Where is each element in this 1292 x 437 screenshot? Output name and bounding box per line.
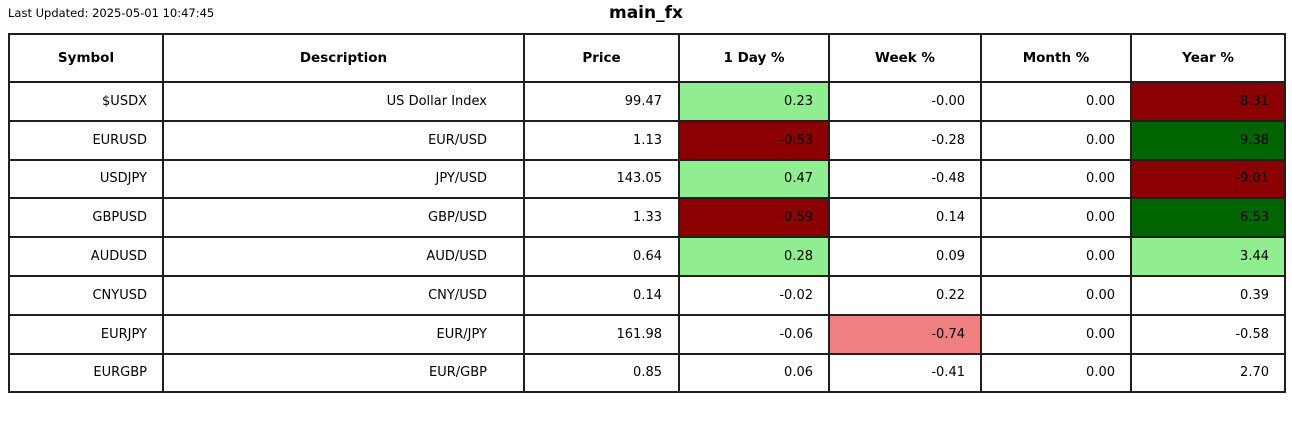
price-cell: 161.98 xyxy=(523,313,680,355)
symbol-cell: EURGBP xyxy=(8,352,164,394)
price-cell: 99.47 xyxy=(523,81,680,122)
symbol-cell: USDJPY xyxy=(8,158,164,200)
year-pct-cell: 9.38 xyxy=(1130,119,1286,161)
year-pct-cell: 0.39 xyxy=(1130,274,1286,316)
header-row: Symbol Description Price 1 Day % Week % Month… xyxy=(8,33,1286,83)
description-cell: EUR/GBP xyxy=(162,352,525,394)
page-title: main_fx xyxy=(609,3,683,23)
week-pct-cell: -0.28 xyxy=(828,119,982,161)
table-row: CNYUSD CNY/USD 0.14 -0.02 0.22 0.00 0.39 xyxy=(8,274,1286,316)
table-row: AUDUSD AUD/USD 0.64 0.28 0.09 0.00 3.44 xyxy=(8,236,1286,277)
table-row: USDJPY JPY/USD 143.05 0.47 -0.48 0.00 -9.01 xyxy=(8,158,1286,200)
week-pct-cell: -0.74 xyxy=(828,313,982,355)
day-pct-cell: 0.23 xyxy=(678,81,830,122)
description-cell: CNY/USD xyxy=(162,274,525,316)
day-pct-cell: -0.59 xyxy=(678,197,830,239)
day-pct-cell: -0.02 xyxy=(678,274,830,316)
symbol-cell: $USDX xyxy=(8,81,164,122)
table-row: EURUSD EUR/USD 1.13 -0.53 -0.28 0.00 9.38 xyxy=(8,119,1286,161)
symbol-cell: GBPUSD xyxy=(8,197,164,239)
description-cell: US Dollar Index xyxy=(162,81,525,122)
price-cell: 143.05 xyxy=(523,158,680,200)
column-header-year-pct: Year % xyxy=(1130,33,1286,83)
year-pct-cell: 2.70 xyxy=(1130,352,1286,394)
column-header-week-pct: Week % xyxy=(828,33,982,83)
column-header-description: Description xyxy=(162,33,525,83)
table-row: $USDX US Dollar Index 99.47 0.23 -0.00 0.00 -8… xyxy=(8,81,1286,122)
week-pct-cell: -0.48 xyxy=(828,158,982,200)
description-cell: AUD/USD xyxy=(162,236,525,277)
year-pct-cell: 6.53 xyxy=(1130,197,1286,239)
description-cell: EUR/JPY xyxy=(162,313,525,355)
month-pct-cell: 0.00 xyxy=(980,236,1132,277)
month-pct-cell: 0.00 xyxy=(980,158,1132,200)
week-pct-cell: 0.22 xyxy=(828,274,982,316)
table-row: GBPUSD GBP/USD 1.33 -0.59 0.14 0.00 6.53 xyxy=(8,197,1286,239)
table-body: $USDX US Dollar Index 99.47 0.23 -0.00 0.00 -8… xyxy=(8,81,1286,394)
price-cell: 1.33 xyxy=(523,197,680,239)
day-pct-cell: 0.06 xyxy=(678,352,830,394)
year-pct-cell: -8.31 xyxy=(1130,81,1286,122)
column-header-month-pct: Month % xyxy=(980,33,1132,83)
table-row: EURGBP EUR/GBP 0.85 0.06 -0.41 0.00 2.70 xyxy=(8,352,1286,394)
symbol-cell: EURUSD xyxy=(8,119,164,161)
symbol-cell: EURJPY xyxy=(8,313,164,355)
year-pct-cell: -9.01 xyxy=(1130,158,1286,200)
month-pct-cell: 0.00 xyxy=(980,119,1132,161)
day-pct-cell: -0.53 xyxy=(678,119,830,161)
week-pct-cell: 0.09 xyxy=(828,236,982,277)
week-pct-cell: -0.00 xyxy=(828,81,982,122)
day-pct-cell: 0.28 xyxy=(678,236,830,277)
price-cell: 0.64 xyxy=(523,236,680,277)
week-pct-cell: -0.41 xyxy=(828,352,982,394)
table-header: Symbol Description Price 1 Day % Week % Month… xyxy=(8,33,1286,83)
day-pct-cell: -0.06 xyxy=(678,313,830,355)
column-header-day-pct: 1 Day % xyxy=(678,33,830,83)
day-pct-cell: 0.47 xyxy=(678,158,830,200)
year-pct-cell: 3.44 xyxy=(1130,236,1286,277)
price-cell: 0.14 xyxy=(523,274,680,316)
symbol-cell: CNYUSD xyxy=(8,274,164,316)
price-cell: 0.85 xyxy=(523,352,680,394)
year-pct-cell: -0.58 xyxy=(1130,313,1286,355)
last-updated-timestamp: Last Updated: 2025-05-01 10:47:45 xyxy=(8,6,215,20)
month-pct-cell: 0.00 xyxy=(980,313,1132,355)
month-pct-cell: 0.00 xyxy=(980,81,1132,122)
column-header-symbol: Symbol xyxy=(8,33,164,83)
description-cell: GBP/USD xyxy=(162,197,525,239)
column-header-price: Price xyxy=(523,33,680,83)
table-row: EURJPY EUR/JPY 161.98 -0.06 -0.74 0.00 -0.58 xyxy=(8,313,1286,355)
month-pct-cell: 0.00 xyxy=(980,197,1132,239)
description-cell: JPY/USD xyxy=(162,158,525,200)
price-cell: 1.13 xyxy=(523,119,680,161)
week-pct-cell: 0.14 xyxy=(828,197,982,239)
symbol-cell: AUDUSD xyxy=(8,236,164,277)
description-cell: EUR/USD xyxy=(162,119,525,161)
month-pct-cell: 0.00 xyxy=(980,352,1132,394)
month-pct-cell: 0.00 xyxy=(980,274,1132,316)
fx-quotes-table: Symbol Description Price 1 Day % Week % Month… xyxy=(8,33,1286,394)
